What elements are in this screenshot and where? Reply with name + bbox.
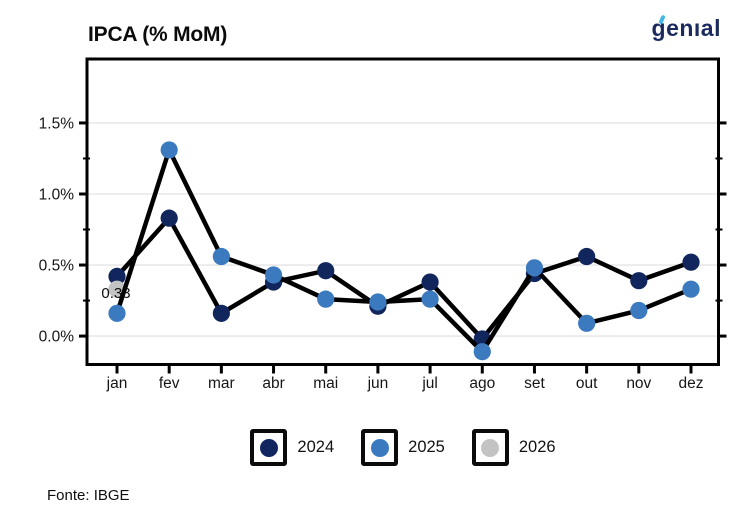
legend-series-dot	[259, 438, 278, 457]
legend-item-2024: 2024	[250, 429, 334, 466]
legend-series-dot	[481, 438, 500, 457]
legend-label: 2025	[408, 438, 445, 456]
svg-text:mar: mar	[208, 375, 235, 392]
legend-key-box	[250, 429, 288, 466]
legend-item-2025: 2025	[361, 429, 445, 466]
svg-text:1.0%: 1.0%	[39, 186, 75, 203]
legend-label: 2026	[518, 438, 556, 456]
svg-text:nov: nov	[626, 375, 651, 392]
logo-text: genıal	[651, 15, 721, 41]
svg-text:dez: dez	[679, 375, 704, 392]
svg-text:fev: fev	[159, 375, 180, 392]
legend-label: 2024	[297, 438, 335, 456]
chart-title: IPCA (% MoM)	[88, 23, 228, 46]
svg-text:0.5%: 0.5%	[39, 258, 75, 275]
svg-text:ago: ago	[469, 375, 495, 392]
svg-text:0.33: 0.33	[101, 285, 130, 302]
svg-text:set: set	[524, 375, 545, 392]
svg-text:mai: mai	[313, 375, 338, 392]
legend-key-box	[471, 429, 509, 466]
svg-text:jul: jul	[421, 375, 438, 392]
svg-text:jan: jan	[106, 375, 128, 392]
legend-item-2026: 2026	[471, 429, 556, 466]
svg-text:jun: jun	[367, 375, 389, 392]
svg-text:0.0%: 0.0%	[39, 329, 75, 346]
svg-text:out: out	[576, 375, 598, 392]
genial-logo: genıal	[651, 14, 721, 42]
svg-text:1.5%: 1.5%	[39, 115, 75, 132]
legend-key-box	[361, 429, 399, 466]
svg-text:abr: abr	[262, 375, 284, 392]
legend-series-dot	[370, 438, 389, 457]
source-note: Fonte: IBGE	[47, 487, 130, 504]
chart-legend: 2024 2025 2026	[31, 429, 744, 466]
